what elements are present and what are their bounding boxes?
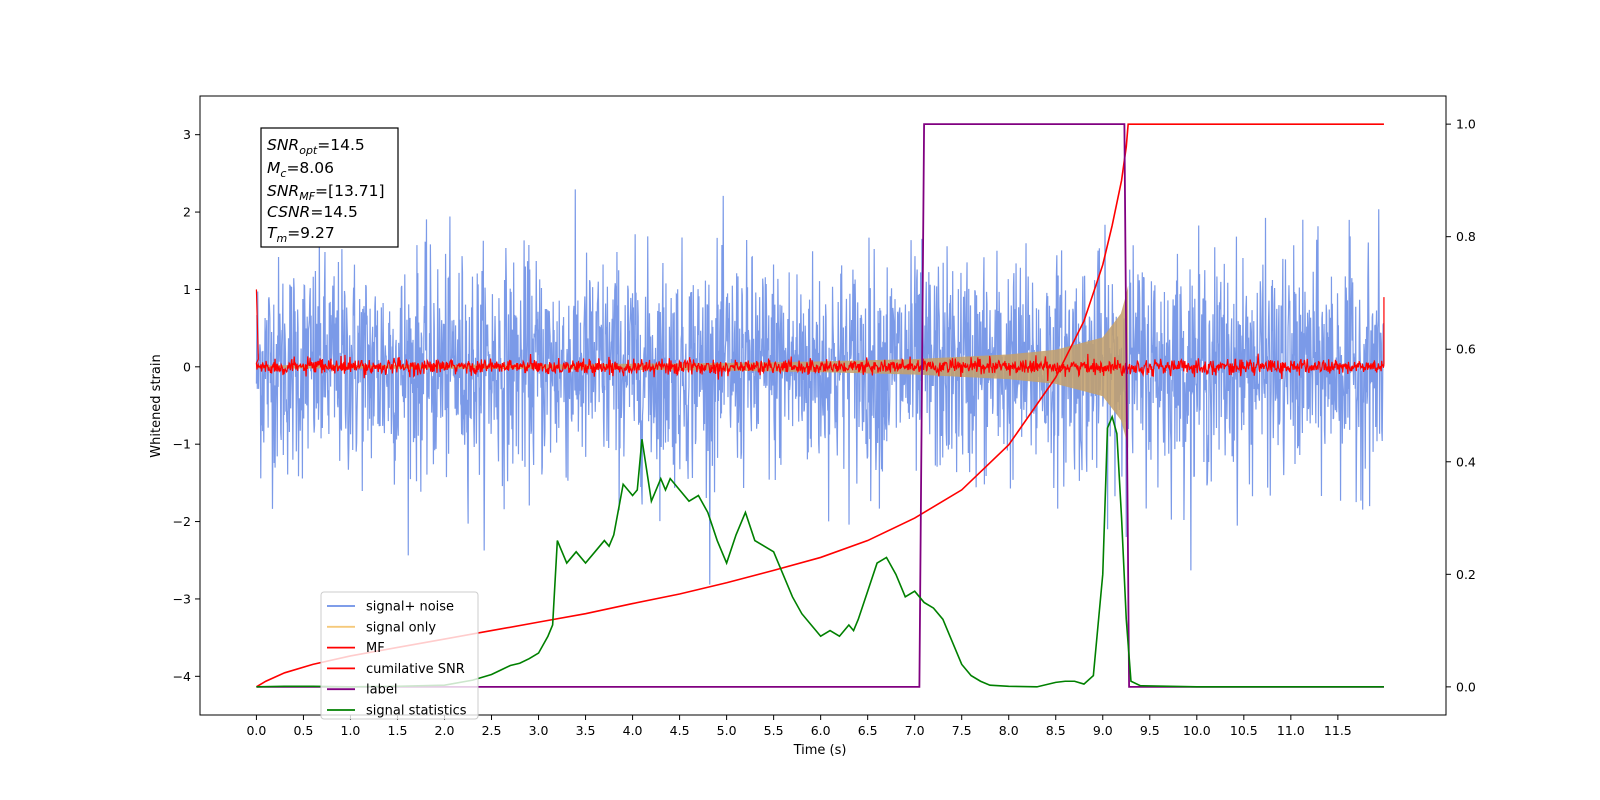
- x-tick-label: 5.5: [764, 723, 784, 738]
- plot-frame: [199, 95, 1447, 716]
- x-tick-label: 11.5: [1324, 723, 1352, 738]
- x-axis: 0.0 0.5 1.0 1.5 2.0 2.5 3.0 3.5 4.0 4.5 5.0 5.5 6.0 6…: [246, 715, 1352, 738]
- x-tick-label: 4.5: [670, 723, 690, 738]
- annotation-snr-mf: SNRMF=[13.71]: [267, 182, 385, 203]
- x-tick-label: 1.0: [341, 723, 361, 738]
- x-tick-label: 1.5: [388, 723, 408, 738]
- y-tick-label: 3: [183, 127, 191, 142]
- x-tick-label: 3.5: [576, 723, 596, 738]
- x-tick-label: 3.0: [529, 723, 549, 738]
- x-tick-label: 4.0: [623, 723, 643, 738]
- legend-label: label: [366, 683, 397, 698]
- y2-tick-label: 0.8: [1456, 229, 1476, 244]
- x-tick-label: 10.0: [1183, 723, 1211, 738]
- annotation-csnr: CSNR=14.5: [267, 203, 358, 221]
- x-tick-label: 6.0: [811, 723, 831, 738]
- x-tick-label: 8.5: [1046, 723, 1066, 738]
- series-line-mf: [255, 289, 1385, 382]
- annotation-frame: [260, 127, 399, 248]
- y-tick-label: 0: [183, 359, 191, 374]
- series-line-signal-statistics: [256, 414, 1384, 688]
- annotation-box: SNRopt=14.5 Mc=8.06 SNRMF=[13.71] CSNR=1…: [260, 127, 399, 248]
- y-tick-label: 2: [183, 205, 191, 220]
- legend-label: signal statistics: [366, 704, 467, 719]
- legend-label: signal+ noise: [366, 600, 454, 615]
- x-tick-label: 5.0: [717, 723, 737, 738]
- x-tick-label: 7.0: [905, 723, 925, 738]
- y-axis-left: 3 2 1 0 −1 −2 −3 −4: [173, 127, 200, 684]
- x-tick-label: 9.5: [1140, 723, 1160, 738]
- x-tick-label: 6.5: [858, 723, 878, 738]
- y2-tick-label: 0.4: [1456, 454, 1476, 469]
- y2-tick-label: 1.0: [1456, 117, 1476, 132]
- y-tick-label: −1: [173, 437, 191, 452]
- x-tick-label: 9.0: [1093, 723, 1113, 738]
- y-tick-label: −4: [173, 669, 191, 684]
- y2-tick-label: 0.0: [1456, 679, 1476, 694]
- y-axis-right: 1.0 0.8 0.6 0.4 0.2 0.0: [1446, 117, 1476, 694]
- annotation-mc: Mc=8.06: [267, 159, 334, 180]
- y2-tick-label: 0.2: [1456, 567, 1476, 582]
- legend-label: signal only: [366, 620, 436, 635]
- x-axis-title: Time (s): [793, 743, 847, 758]
- x-tick-label: 8.0: [999, 723, 1019, 738]
- x-tick-label: 0.0: [246, 723, 266, 738]
- y-tick-label: −3: [173, 591, 191, 606]
- legend-frame: [320, 591, 479, 720]
- series-line-signal-noise: [255, 189, 1385, 585]
- annotation-tm: Tm=9.27: [267, 224, 335, 245]
- legend-label: MF: [366, 641, 385, 656]
- annotation-snr-opt: SNRopt=14.5: [267, 136, 365, 157]
- x-tick-label: 10.5: [1230, 723, 1258, 738]
- x-tick-label: 2.0: [435, 723, 455, 738]
- y2-tick-label: 0.6: [1456, 342, 1476, 357]
- x-tick-label: 11.0: [1277, 723, 1305, 738]
- y-tick-label: 1: [183, 282, 191, 297]
- y-axis-title: Whitened strain: [149, 354, 164, 457]
- x-tick-label: 0.5: [293, 723, 313, 738]
- legend: signal+ noise signal only MF cumilative SNR…: [320, 591, 479, 720]
- legend-label: cumilative SNR: [366, 662, 465, 677]
- x-tick-label: 2.5: [482, 723, 502, 738]
- y-tick-label: −2: [173, 514, 191, 529]
- x-tick-label: 7.5: [952, 723, 972, 738]
